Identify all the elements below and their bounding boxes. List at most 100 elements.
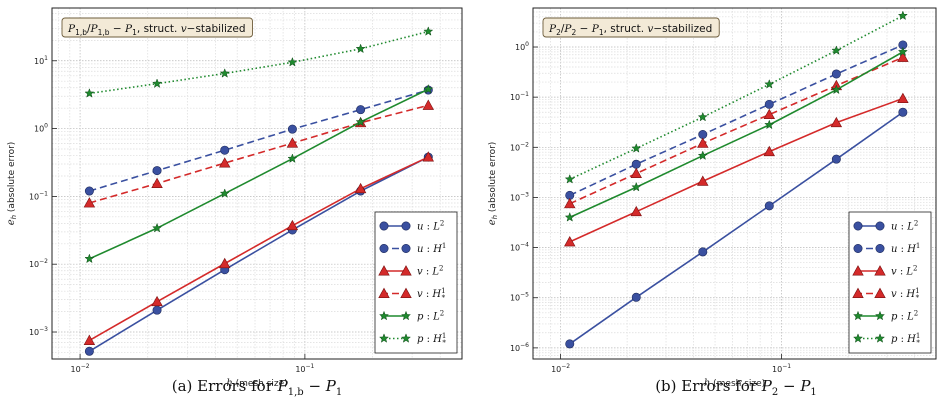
data-point xyxy=(630,205,642,217)
series-line xyxy=(89,30,429,95)
data-point xyxy=(631,181,642,192)
series-line xyxy=(569,111,904,345)
x-axis-label: h (mesh size) xyxy=(704,378,765,389)
legend-label: u : L2 xyxy=(417,220,444,233)
data-point xyxy=(830,116,843,128)
y-tick-label: 10−6 xyxy=(510,342,529,353)
legend-entry: v : L2 xyxy=(378,265,444,278)
data-point xyxy=(630,167,642,178)
legend-label: p : H1 * xyxy=(891,332,920,347)
data-point xyxy=(697,150,708,160)
y-tick-label: 10−2 xyxy=(510,141,529,152)
y-tick-label: 10−4 xyxy=(510,242,529,253)
data-point xyxy=(631,143,642,153)
legend-entry: p : L2 xyxy=(378,310,444,323)
series-line xyxy=(569,44,904,197)
legend-label: v : H1 * xyxy=(417,287,446,302)
title-box-bg xyxy=(61,17,253,38)
legend-marker xyxy=(853,244,863,254)
legend-marker xyxy=(852,287,864,298)
series-p-l-2 xyxy=(84,83,434,264)
legend-box xyxy=(374,211,458,354)
data-point xyxy=(286,137,299,148)
data-point xyxy=(631,159,641,169)
data-point xyxy=(219,157,231,168)
data-point xyxy=(697,111,708,122)
y-tick-label: 10−3 xyxy=(29,326,48,337)
legend-marker xyxy=(874,287,886,298)
legend-marker xyxy=(378,310,390,321)
legend-marker xyxy=(378,333,390,343)
figure-caption-b: (b) Errors for P2 − P1 xyxy=(655,377,817,398)
plot-frame xyxy=(51,7,463,360)
data-point xyxy=(698,130,708,140)
data-point xyxy=(898,107,908,117)
series-p-l-2 xyxy=(564,46,908,222)
legend-marker xyxy=(852,310,864,321)
data-point xyxy=(287,153,298,163)
y-tick-label: 101 xyxy=(34,55,48,66)
y-axis-label: eh (absolute error) xyxy=(6,142,18,226)
y-tick-label: 10−1 xyxy=(29,190,48,201)
x-tick-label: 10−1 xyxy=(295,363,314,374)
series-p-h-1- xyxy=(84,26,434,98)
data-point xyxy=(897,92,909,103)
series-line xyxy=(569,15,904,181)
series-line xyxy=(569,56,904,205)
legend-label: u : H1 xyxy=(891,242,920,255)
legend-marker xyxy=(378,287,390,298)
legend-entry: p : H1 * xyxy=(378,332,446,347)
data-point xyxy=(151,177,163,188)
data-point xyxy=(764,119,775,130)
legend-entry: u : H1 xyxy=(853,242,920,255)
x-tick-label: 10−2 xyxy=(71,363,90,374)
legend-entry: v : L2 xyxy=(852,265,918,278)
data-point xyxy=(355,116,366,127)
series-v-l-2 xyxy=(83,151,434,345)
series-line xyxy=(89,89,429,192)
data-point xyxy=(423,26,434,36)
y-tick-label: 100 xyxy=(34,123,48,134)
series-line xyxy=(88,156,429,342)
plot-frame xyxy=(532,7,937,360)
legend-box xyxy=(848,211,932,354)
x-axis-label: h (mesh size) xyxy=(226,378,287,389)
chart-title: P2/P2 − P1, struct. v−stabilized xyxy=(548,23,712,37)
data-point xyxy=(152,305,162,315)
legend: u : L2 u : H1 v : L2 v : H1 * p : L2 p : H1 * xyxy=(374,211,458,354)
legend-marker xyxy=(400,287,412,298)
data-point xyxy=(152,78,163,88)
data-point xyxy=(897,10,908,21)
data-point xyxy=(287,56,298,67)
data-point xyxy=(84,253,95,264)
data-point xyxy=(698,247,708,257)
legend-marker xyxy=(400,265,412,276)
figure-caption-a: (a) Errors for P1,b − P1 xyxy=(172,377,343,398)
legend-label: v : L2 xyxy=(891,265,918,278)
legend-marker xyxy=(875,244,885,254)
title-box-bg xyxy=(542,17,720,38)
data-point xyxy=(697,175,709,186)
data-point xyxy=(564,173,575,184)
data-point xyxy=(152,166,162,176)
legend-marker xyxy=(401,244,411,254)
data-point xyxy=(354,182,367,194)
data-point xyxy=(831,84,842,95)
data-point xyxy=(831,69,841,79)
legend-marker xyxy=(875,221,885,231)
legend: u : L2 u : H1 v : L2 v : H1 * p : L2 p : H1 * xyxy=(848,211,932,354)
series-u-l-2 xyxy=(565,107,908,349)
x-tick-label: 10−2 xyxy=(551,363,570,374)
legend-label: u : H1 xyxy=(417,242,446,255)
legend-entry: v : H1 * xyxy=(852,287,920,302)
legend-label: p : L2 xyxy=(417,310,444,323)
y-tick-label: 100 xyxy=(515,41,529,52)
chart-title-box: P2/P2 − P1, struct. v−stabilized xyxy=(542,17,720,38)
chart-panel-b: 10−2 10−1 10−6 10−5 10−4 10−3 10−2 10−1 100 h (me… xyxy=(487,7,937,389)
data-point xyxy=(286,219,299,231)
data-point xyxy=(219,257,231,269)
series-line xyxy=(89,104,429,204)
data-point xyxy=(151,295,163,307)
legend-label: u : L2 xyxy=(891,220,918,233)
data-point xyxy=(565,339,575,349)
